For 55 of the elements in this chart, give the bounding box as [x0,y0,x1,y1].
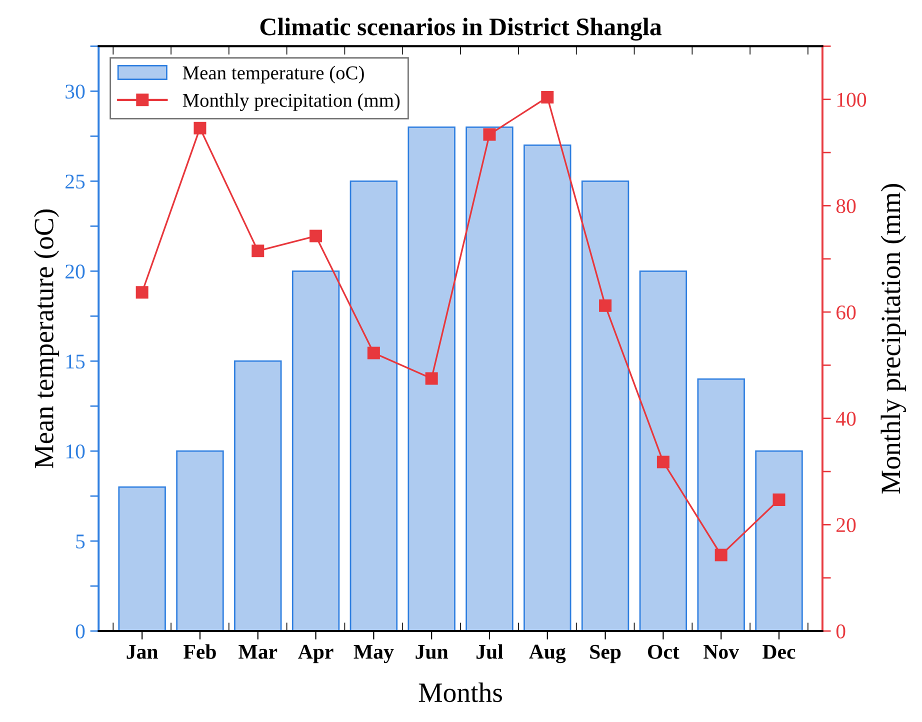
point [136,286,148,299]
x-tick-label: Dec [762,645,796,659]
y2-tick-label: 40 [836,412,856,426]
bar [697,378,745,632]
y2-tick-label: 80 [836,199,856,214]
x-tick-label: Nov [704,645,740,659]
point [367,346,380,360]
x-tick-label: Mar [238,645,278,659]
point [599,299,612,312]
point [714,548,728,562]
x-tick-label: Feb [184,644,216,659]
x-tick-label: Apr [298,644,334,664]
bar [524,144,572,632]
point [483,128,496,141]
x-tick-label: Jan [126,645,158,659]
bar [581,180,630,632]
bar [639,270,688,632]
bar [118,486,166,632]
point [425,372,438,385]
bar [176,450,224,632]
x-tick-label: Jun [416,645,448,659]
bar [350,180,398,632]
y-tick-label: 0 [76,624,85,638]
point [252,244,264,258]
y2-axis-title: Monthly precipitation (mm) [880,184,906,494]
y-tick-label: 5 [76,534,85,548]
y-tick-label: 10 [66,444,85,459]
x-tick-label: Jul [476,644,504,659]
x-tick-label: Aug [529,644,566,664]
bar [466,126,514,632]
y-tick-label: 15 [66,354,85,369]
bar [234,360,282,632]
x-tick-label: Sep [590,644,621,664]
bar [755,450,803,632]
x-tick-label: May [354,644,394,664]
y-tick-label: 30 [66,84,85,99]
bar [408,126,456,632]
y-axis-title: Mean temperature (oC) [34,210,60,468]
point [194,122,206,134]
y2-tick-label: 20 [836,518,856,532]
x-axis-title: Months [418,682,502,702]
legend-label: Mean temperature (oC) [182,66,364,84]
y2-tick-label: 0 [836,624,846,638]
y-tick-label: 20 [66,264,85,279]
point [541,90,554,104]
point [772,493,786,506]
legend-label: Monthly precipitation (mm) [182,93,400,111]
y2-tick-label: 100 [837,92,866,107]
bar [292,270,340,632]
chart-title: Climatic scenarios in District Shangla [260,18,662,41]
y2-tick-label: 60 [836,305,856,320]
point [310,230,322,242]
x-tick-label: Oct [648,644,680,659]
y-tick-label: 25 [66,174,85,189]
point [656,456,670,468]
